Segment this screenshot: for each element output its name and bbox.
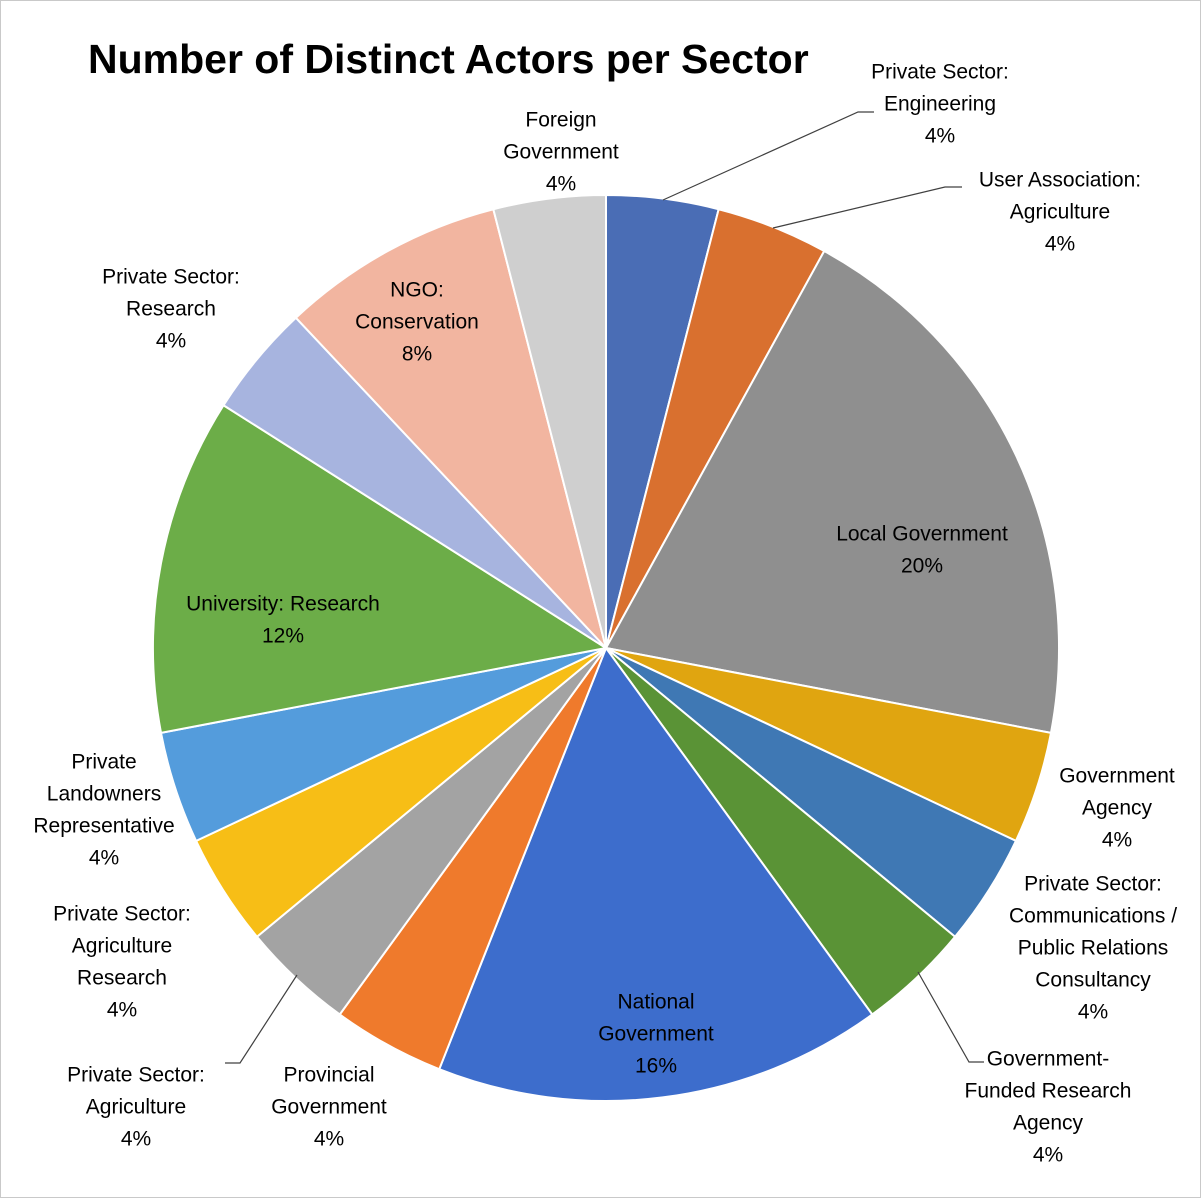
slice-percent-label: 16%	[635, 1055, 677, 1078]
slice-label-government-agency: Government Agency 4%	[1059, 765, 1175, 852]
slice-name-label: Private	[71, 751, 136, 774]
slice-percent-label: 4%	[314, 1128, 344, 1151]
slice-name-label: Government	[1059, 765, 1175, 788]
pie-slice-foreign-government	[492, 193, 607, 649]
pie-slice-ngo-conservation	[294, 208, 607, 649]
slice-label-private-sector-communications-public-relations-consultancy: Private Sector: Communications / Public Re…	[1009, 873, 1177, 1024]
slice-percent-label: 4%	[925, 125, 955, 148]
slice-name-label: National	[617, 991, 694, 1014]
slice-percent-label: 20%	[901, 555, 943, 578]
slice-label-national-government: National Government 16%	[598, 991, 714, 1078]
slice-name-label: Landowners	[47, 783, 161, 806]
slice-label-university-research: University: Research 12%	[186, 593, 380, 648]
slice-label-provincial-government: Provincial Government 4%	[271, 1064, 387, 1151]
leader-line-government-funded-research-agency	[917, 971, 984, 1063]
slice-name-label: Agency	[1013, 1112, 1084, 1135]
slice-name-label: Foreign	[525, 109, 596, 132]
slice-percent-label: 4%	[156, 330, 186, 353]
slice-label-user-association-agriculture: User Association: Agriculture 4%	[979, 169, 1141, 256]
slice-name-label: Local Government	[836, 523, 1008, 546]
slice-percent-label: 4%	[1102, 829, 1132, 852]
slice-name-label: Engineering	[884, 93, 996, 116]
slice-name-label: Private Sector:	[102, 266, 240, 289]
pie-slice-university-research	[151, 403, 609, 735]
pie-slice-national-government	[437, 645, 874, 1102]
slice-percent-label: 4%	[1045, 233, 1075, 256]
slice-name-label: Government	[271, 1096, 387, 1119]
slice-name-label: Funded Research	[965, 1080, 1132, 1103]
pie-slice-local-government	[604, 249, 1061, 735]
slice-name-label: Agency	[1082, 797, 1153, 820]
slice-name-label: Agriculture	[86, 1096, 186, 1119]
slice-percent-label: 12%	[262, 625, 304, 648]
slice-percent-label: 8%	[402, 343, 432, 366]
slice-label-private-sector-agriculture-research: Private Sector: Agriculture Research 4%	[53, 903, 191, 1022]
slice-label-local-government: Local Government 20%	[836, 523, 1008, 578]
slice-percent-label: 4%	[1078, 1001, 1108, 1024]
slice-label-private-sector-engineering: Private Sector: Engineering 4%	[871, 61, 1009, 148]
slice-label-ngo-conservation: NGO: Conservation 8%	[355, 279, 479, 366]
slice-name-label: Research	[77, 967, 167, 990]
slice-name-label: Communications /	[1009, 905, 1177, 928]
slice-name-label: University: Research	[186, 593, 380, 616]
slice-label-private-sector-research: Private Sector: Research 4%	[102, 266, 240, 353]
slice-label-private-sector-agriculture: Private Sector: Agriculture 4%	[67, 1064, 205, 1151]
slice-name-label: Provincial	[283, 1064, 374, 1087]
slice-name-label: User Association:	[979, 169, 1141, 192]
slice-name-label: Government-	[987, 1048, 1110, 1071]
chart-title: Number of Distinct Actors per Sector	[88, 36, 809, 82]
slice-name-label: Agriculture	[1010, 201, 1110, 224]
slice-name-label: Public Relations	[1018, 937, 1169, 960]
slice-name-label: Private Sector:	[871, 61, 1009, 84]
leader-line-private-sector-engineering	[662, 111, 874, 201]
slice-name-label: Government	[503, 141, 619, 164]
slice-name-label: Government	[598, 1023, 714, 1046]
slice-name-label: Conservation	[355, 311, 479, 334]
slice-name-label: Agriculture	[72, 935, 172, 958]
leader-line-user-association-agriculture	[772, 186, 962, 229]
slice-name-label: Representative	[33, 815, 174, 838]
slice-percent-label: 4%	[1033, 1144, 1063, 1167]
slice-label-government-funded-research-agency: Government- Funded Research Agency 4%	[965, 1048, 1132, 1167]
slice-name-label: Private Sector:	[67, 1064, 205, 1087]
slice-name-label: Private Sector:	[1024, 873, 1162, 896]
slice-label-private-landowners-representative: Private Landowners Representative 4%	[33, 751, 174, 870]
slice-name-label: Research	[126, 298, 216, 321]
slice-name-label: Private Sector:	[53, 903, 191, 926]
slice-percent-label: 4%	[89, 847, 119, 870]
slice-percent-label: 4%	[107, 999, 137, 1022]
slice-label-foreign-government: Foreign Government 4%	[503, 109, 619, 196]
slice-name-label: Consultancy	[1035, 969, 1151, 992]
leader-line-private-sector-agriculture	[225, 974, 298, 1064]
slice-name-label: NGO:	[390, 279, 444, 302]
slice-percent-label: 4%	[546, 173, 576, 196]
slice-percent-label: 4%	[121, 1128, 151, 1151]
